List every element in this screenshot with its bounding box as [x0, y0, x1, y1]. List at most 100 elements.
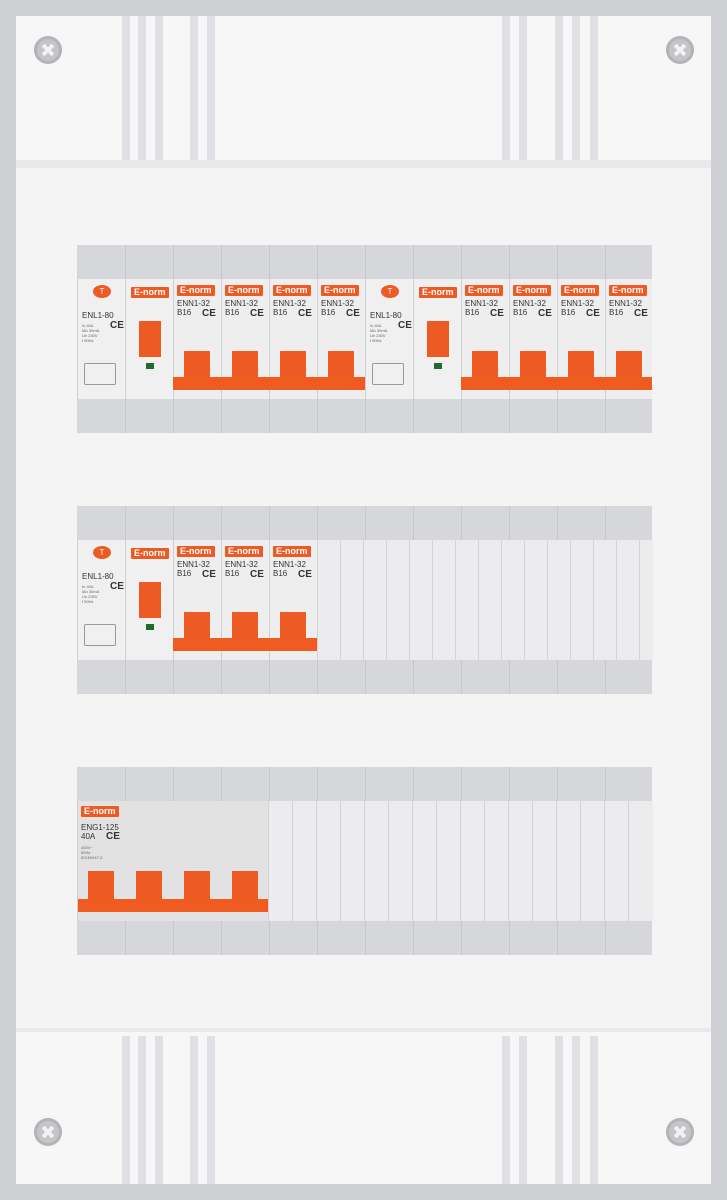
blank-cover	[409, 540, 433, 660]
rail-segment-line	[173, 767, 174, 801]
mcb-toggle-lever[interactable]	[328, 351, 354, 379]
rail-segment-line	[557, 660, 558, 694]
rail-segment-line	[413, 245, 414, 279]
blank-cover	[268, 801, 293, 921]
rail-segment-line	[461, 506, 462, 540]
rail-segment-line	[317, 767, 318, 801]
blank-cover	[604, 801, 629, 921]
vent-stripe	[555, 16, 563, 160]
vent-stripe	[207, 16, 215, 160]
vent-stripe	[572, 16, 580, 160]
rail-segment-line	[173, 921, 174, 955]
rail-segment-line	[269, 245, 270, 279]
rail-segment-line	[365, 399, 366, 433]
rcd-device: T ENL1-80 In 40A I∆n 30mA Un 230V f 50Hz CE	[365, 279, 413, 399]
screw-icon	[34, 1118, 62, 1146]
mcb-toggle-lever[interactable]	[232, 612, 258, 640]
rail-segment-line	[125, 660, 126, 694]
mcb-toggle-lever[interactable]	[472, 351, 498, 379]
blank-cover	[628, 801, 653, 921]
rail-segment-line	[413, 399, 414, 433]
rcd-device: T ENL1-80 In 40A I∆n 30mA Un 230V f 50Hz CE	[77, 540, 125, 660]
rail-segment-line	[509, 245, 510, 279]
screw-icon	[666, 36, 694, 64]
rail-segment-line	[221, 660, 222, 694]
rail-segment-line	[605, 767, 606, 801]
isolator-toggle-lever[interactable]	[136, 871, 162, 899]
mcb-toggle-lever[interactable]	[184, 351, 210, 379]
rail-segment-line	[125, 399, 126, 433]
vent-stripe	[207, 1036, 215, 1184]
rail-segment-line	[557, 921, 558, 955]
rail-segment-line	[269, 399, 270, 433]
rcd-model: ENL1-80	[370, 311, 402, 320]
test-button-icon[interactable]: T	[93, 285, 111, 298]
rcd-handle-module: E-norm	[125, 540, 173, 660]
din-rail-row-1: T ENL1-80 In 40A I∆n 30mA Un 230V f 50Hz CE…	[77, 245, 652, 433]
blank-cover	[363, 540, 387, 660]
wiring-diagram-icon	[84, 624, 116, 646]
rcd-toggle-lever[interactable]	[139, 582, 161, 618]
test-button-icon[interactable]: T	[381, 285, 399, 298]
mcb-toggle-lever[interactable]	[232, 351, 258, 379]
blank-cover	[292, 801, 317, 921]
rail-segment-line	[269, 506, 270, 540]
mcb-device: E-norm ENN1-32 B16 CE	[173, 279, 221, 399]
rail-segment-line	[461, 660, 462, 694]
blank-cover	[639, 540, 653, 660]
rcd-toggle-lever[interactable]	[427, 321, 449, 357]
rail-segment-line	[509, 506, 510, 540]
top-cover-band	[16, 16, 711, 166]
rcd-toggle-lever[interactable]	[139, 321, 161, 357]
blank-cover	[593, 540, 617, 660]
mcb-toggle-lever[interactable]	[184, 612, 210, 640]
busbar	[173, 638, 317, 651]
top-band-edge	[16, 160, 711, 168]
rail-segment-line	[509, 660, 510, 694]
blank-cover	[432, 540, 456, 660]
mcb-toggle-lever[interactable]	[280, 351, 306, 379]
rail-segment-line	[509, 921, 510, 955]
isolator-model: ENG1-125	[81, 823, 119, 832]
rail-segment-line	[365, 767, 366, 801]
rail-segment-line	[365, 506, 366, 540]
indicator-icon	[434, 363, 442, 369]
mcb-toggle-lever[interactable]	[568, 351, 594, 379]
rail-segment-line	[365, 660, 366, 694]
rail-segment-line	[125, 245, 126, 279]
rail-segment-line	[221, 921, 222, 955]
rail-segment-line	[221, 399, 222, 433]
vent-stripe	[138, 1036, 146, 1184]
vent-stripe	[572, 1036, 580, 1184]
blank-cover	[547, 540, 571, 660]
blank-cover	[460, 801, 485, 921]
isolator-toggle-lever[interactable]	[184, 871, 210, 899]
mcb-toggle-lever[interactable]	[520, 351, 546, 379]
blank-cover	[501, 540, 525, 660]
main-isolator: E-norm ENG1-125 40A CE 400V~ 50Hz IEC60947…	[77, 801, 268, 921]
rail-segment-line	[317, 245, 318, 279]
rail-segment-line	[365, 921, 366, 955]
rail-segment-line	[317, 399, 318, 433]
isolator-toggle-lever[interactable]	[232, 871, 258, 899]
rail-segment-line	[557, 399, 558, 433]
mcb-toggle-lever[interactable]	[280, 612, 306, 640]
test-button-icon[interactable]: T	[93, 546, 111, 559]
rail-segment-line	[269, 921, 270, 955]
indicator-icon	[146, 624, 154, 630]
blank-cover	[484, 801, 509, 921]
isolator-toggle-lever[interactable]	[88, 871, 114, 899]
rail-segment-line	[173, 399, 174, 433]
rail-segment-line	[413, 506, 414, 540]
mcb-toggle-lever[interactable]	[616, 351, 642, 379]
blank-cover	[364, 801, 389, 921]
rail-segment-line	[461, 921, 462, 955]
rail-segment-line	[413, 767, 414, 801]
blank-cover	[508, 801, 533, 921]
rail-segment-line	[317, 506, 318, 540]
rcd-handle-module: E-norm	[413, 279, 461, 399]
din-rail-row-3: E-norm ENG1-125 40A CE 400V~ 50Hz IEC60947…	[77, 767, 653, 955]
vent-stripe	[155, 1036, 163, 1184]
rail-segment-line	[173, 506, 174, 540]
rail-segment-line	[461, 245, 462, 279]
